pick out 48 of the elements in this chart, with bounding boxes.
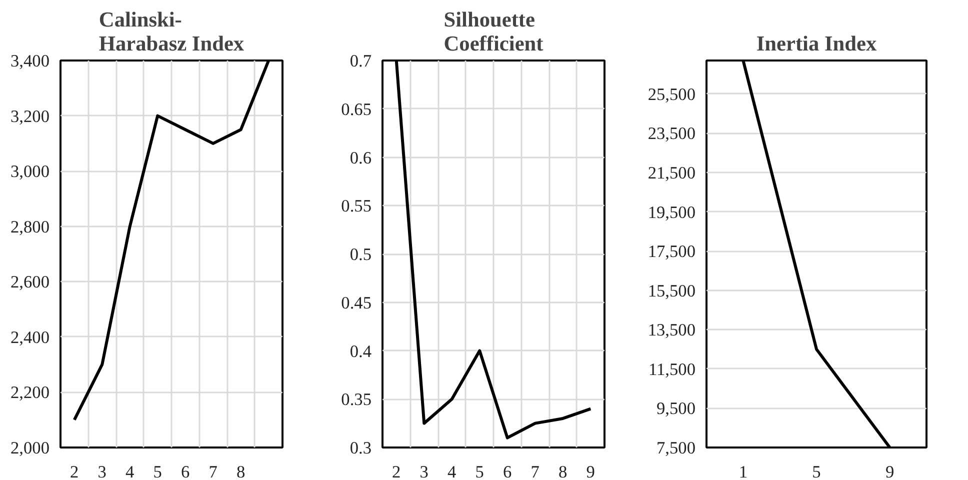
y-tick-label: 2,800 [10, 217, 50, 236]
x-tick-label: 5 [153, 462, 162, 480]
y-tick-label: 3,000 [10, 162, 50, 182]
y-tick-label: 13,500 [648, 320, 696, 340]
x-tick-label: 7 [530, 462, 540, 480]
y-tick-label: 0.4 [350, 342, 372, 361]
y-tick-label: 0.45 [341, 293, 372, 312]
y-tick-label: 3,400 [10, 52, 50, 70]
y-tick-label: 3,200 [10, 106, 50, 126]
x-tick-label: 4 [126, 462, 135, 480]
y-tick-label: 0.5 [350, 245, 372, 264]
y-tick-label: 7,500 [656, 438, 696, 458]
y-tick-label: 0.65 [341, 100, 372, 119]
y-tick-label: 2,200 [10, 383, 50, 402]
y-tick-label: 23,500 [648, 124, 696, 144]
y-tick-label: 17,500 [648, 242, 696, 262]
x-tick-label: 8 [558, 462, 568, 480]
x-tick-label: 5 [475, 462, 484, 480]
y-tick-label: 0.55 [341, 196, 372, 216]
x-tick-label: 6 [181, 462, 190, 480]
x-tick-label: 8 [236, 462, 246, 480]
y-tick-label: 2,000 [10, 438, 50, 458]
y-tick-label: 21,500 [648, 163, 696, 182]
y-tick-label: 2,600 [10, 272, 50, 292]
chart-title: Calinski- Harabasz Index [98, 8, 244, 56]
y-tick-label: 11,500 [648, 360, 696, 379]
y-tick-label: 0.7 [350, 52, 372, 70]
y-tick-label: 2,400 [10, 328, 50, 347]
x-tick-label: 9 [586, 462, 595, 480]
x-tick-label: 2 [70, 462, 79, 480]
y-tick-label: 0.6 [350, 148, 372, 168]
chart-title: Silhouette Coefficient [444, 8, 544, 56]
x-tick-label: 6 [503, 462, 512, 480]
x-tick-label: 5 [812, 462, 821, 480]
y-tick-label: 0.35 [341, 390, 372, 410]
x-tick-label: 7 [208, 462, 218, 480]
x-tick-label: 3 [420, 462, 428, 480]
y-tick-label: 25,500 [648, 84, 696, 104]
x-tick-label: 3 [98, 462, 106, 480]
x-tick-label: 2 [392, 462, 401, 480]
y-tick-label: 9,500 [656, 399, 696, 418]
y-tick-label: 0.3 [350, 438, 372, 458]
y-tick-label: 19,500 [648, 202, 696, 222]
x-tick-label: 1 [738, 462, 748, 480]
x-tick-label: 9 [886, 462, 894, 480]
chart-title: Inertia Index [756, 32, 877, 56]
y-tick-label: 15,500 [648, 281, 696, 300]
x-tick-label: 4 [448, 462, 457, 480]
